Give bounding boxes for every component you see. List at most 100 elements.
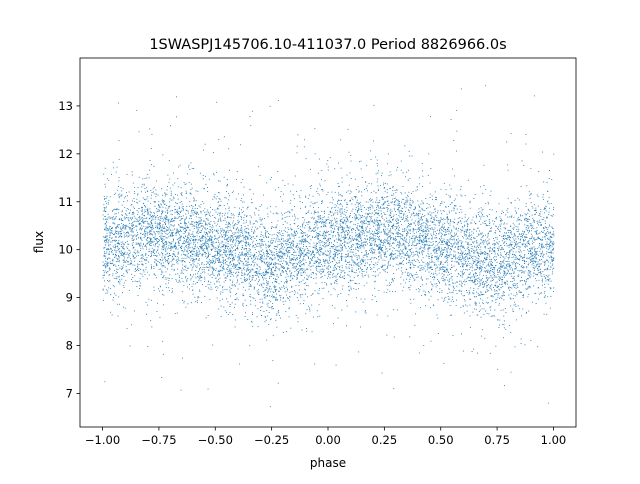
data-point — [303, 263, 305, 265]
data-point — [319, 244, 321, 246]
data-point — [424, 246, 425, 248]
data-point — [516, 293, 518, 295]
data-point — [534, 253, 535, 255]
data-point — [471, 237, 472, 239]
data-point — [553, 244, 555, 246]
data-point — [368, 264, 370, 266]
data-point — [543, 247, 545, 248]
data-point — [232, 257, 234, 259]
data-point — [275, 281, 277, 282]
data-point — [322, 220, 324, 222]
data-point — [549, 252, 551, 254]
data-point — [419, 229, 421, 231]
data-point — [273, 254, 275, 256]
data-point — [416, 243, 418, 245]
data-point — [376, 202, 378, 204]
data-point — [208, 231, 210, 233]
data-point — [265, 274, 267, 276]
data-point — [183, 257, 185, 259]
data-point — [233, 265, 235, 267]
data-point — [186, 246, 188, 248]
data-point — [265, 278, 267, 280]
data-point — [503, 291, 505, 292]
data-point — [317, 172, 319, 174]
data-point — [374, 210, 375, 212]
data-point — [162, 242, 164, 244]
data-point — [258, 266, 260, 268]
data-point — [544, 222, 546, 224]
data-point — [341, 254, 342, 256]
data-point — [106, 251, 108, 253]
data-point — [355, 217, 357, 219]
data-point — [114, 223, 116, 225]
data-point — [434, 255, 436, 257]
data-point — [387, 233, 389, 235]
data-point — [391, 226, 392, 228]
data-point — [275, 263, 277, 265]
data-point — [322, 271, 323, 273]
data-point — [473, 228, 474, 230]
data-point — [544, 264, 545, 266]
data-point — [323, 231, 325, 233]
data-point — [389, 242, 391, 244]
data-point — [427, 278, 429, 280]
data-point — [194, 225, 196, 227]
data-point — [504, 232, 505, 234]
data-point — [183, 243, 185, 244]
data-point — [439, 288, 441, 290]
data-point — [419, 239, 421, 241]
data-point — [373, 222, 375, 224]
data-point — [309, 252, 311, 254]
data-point — [242, 293, 244, 295]
data-point — [319, 215, 321, 216]
data-point — [533, 285, 535, 287]
data-point — [317, 292, 319, 294]
data-point — [494, 256, 496, 257]
data-point — [200, 232, 201, 233]
data-point — [356, 283, 358, 285]
data-point — [218, 139, 220, 140]
data-point — [108, 267, 110, 269]
data-point — [280, 251, 282, 252]
data-point — [226, 246, 228, 248]
data-point — [276, 251, 278, 252]
data-point — [204, 272, 206, 274]
data-point — [266, 237, 267, 238]
data-point — [270, 263, 272, 265]
data-point — [364, 220, 366, 222]
data-point — [144, 178, 146, 179]
data-point — [407, 215, 408, 217]
data-point — [183, 227, 185, 229]
data-point — [527, 212, 529, 214]
data-point — [499, 225, 501, 227]
data-point — [525, 239, 526, 241]
data-point — [516, 244, 518, 246]
data-point — [393, 214, 395, 216]
data-point — [350, 249, 352, 251]
data-point — [290, 242, 292, 244]
data-point — [410, 223, 412, 225]
data-point — [146, 271, 148, 273]
data-point — [365, 245, 367, 246]
data-point — [251, 236, 253, 238]
data-point — [148, 254, 150, 256]
data-point — [345, 191, 347, 193]
data-point — [232, 236, 234, 238]
data-point — [324, 261, 326, 263]
data-point — [118, 212, 119, 214]
data-point — [284, 185, 286, 186]
data-point — [241, 209, 242, 211]
data-point — [530, 225, 531, 227]
data-point — [268, 266, 270, 268]
data-point — [335, 275, 337, 277]
data-point — [525, 228, 527, 230]
data-point — [245, 230, 247, 232]
data-point — [405, 229, 407, 231]
data-point — [420, 217, 422, 218]
data-point — [376, 221, 378, 223]
data-point — [436, 252, 438, 254]
data-point — [506, 267, 507, 269]
data-point — [194, 255, 196, 257]
data-point — [515, 265, 516, 267]
data-point — [343, 242, 345, 243]
